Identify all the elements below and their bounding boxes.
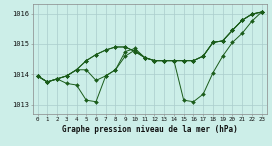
X-axis label: Graphe pression niveau de la mer (hPa): Graphe pression niveau de la mer (hPa) xyxy=(62,125,237,134)
